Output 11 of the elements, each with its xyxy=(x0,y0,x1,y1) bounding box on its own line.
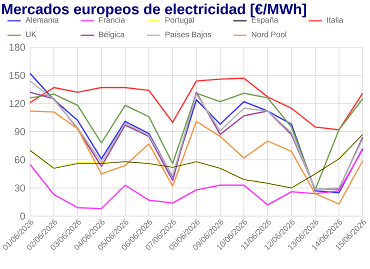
line-series xyxy=(29,148,364,210)
y-tick-label: 60 xyxy=(14,156,26,164)
y-tick-label: 120 xyxy=(10,100,26,107)
line-series xyxy=(29,110,364,204)
y-tick-label: 150 xyxy=(10,72,26,79)
y-tick-label: 30 xyxy=(14,184,26,192)
y-tick-label: 90 xyxy=(14,128,26,136)
chart-title: Mercados europeos de electricidad [€/MWh] xyxy=(2,3,306,18)
y-tick-label: 180 xyxy=(10,44,26,51)
line-series xyxy=(29,77,364,130)
y-tick-label: 0 xyxy=(20,212,26,220)
